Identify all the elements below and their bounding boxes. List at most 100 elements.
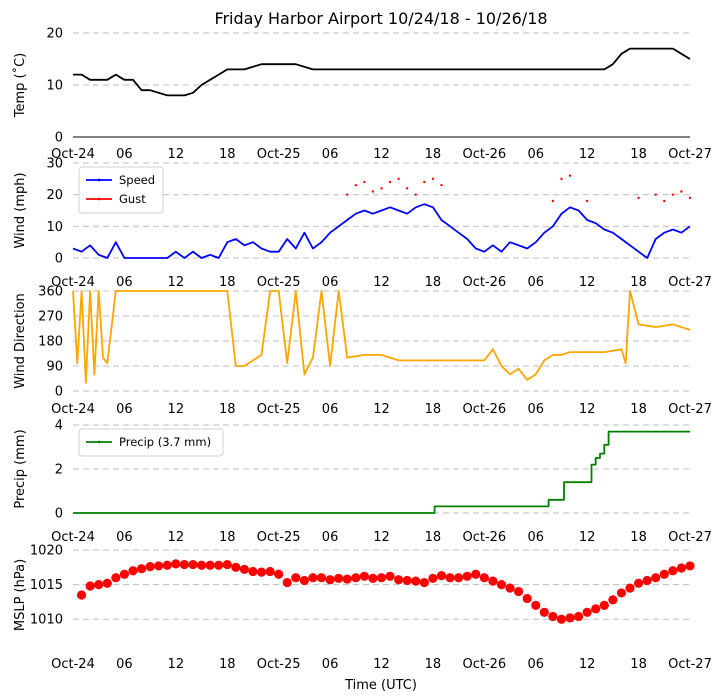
y-tick-label: 0: [55, 131, 63, 146]
x-tick-label: 18: [425, 147, 442, 162]
y-axis-label: Precip (mm): [13, 429, 28, 508]
x-tick-label: 18: [425, 275, 442, 290]
data-point: [685, 561, 695, 571]
gust-point: [371, 190, 375, 193]
data-point: [419, 577, 429, 588]
data-point: [599, 600, 609, 610]
gust-point: [560, 177, 563, 181]
panel-1: 0 10 20 30 Oct-24 06 12 18 Oct-25 06 12 18 Oct-26 06 1…: [13, 157, 712, 291]
gust-point: [440, 183, 443, 187]
data-point: [496, 580, 507, 590]
y-tick-label: 1010: [30, 613, 63, 628]
x-tick-label: 12: [373, 657, 390, 672]
data-point: [205, 560, 215, 570]
x-tick-label: Oct-27: [668, 275, 712, 290]
x-tick-label: Oct-25: [257, 657, 301, 672]
x-tick-label: Oct-26: [462, 147, 506, 162]
x-tick-label: 18: [630, 530, 647, 545]
data-point: [633, 578, 644, 588]
x-tick-label: 06: [527, 402, 544, 417]
y-tick-label: 360: [38, 285, 63, 300]
x-tick-label: 18: [425, 530, 442, 545]
data-point: [128, 566, 138, 576]
data-point: [514, 586, 524, 597]
data-point: [436, 571, 447, 581]
legend-marker: [97, 197, 101, 201]
y-axis-label: Wind Direction: [13, 293, 28, 389]
data-point: [162, 560, 172, 570]
data-point: [565, 613, 575, 623]
data-point: [188, 559, 198, 570]
data-point: [351, 573, 361, 583]
y-axis-label: Wind (mph): [13, 172, 28, 248]
x-tick-label: 06: [527, 530, 544, 545]
data-point: [342, 574, 352, 584]
gust-point: [380, 187, 383, 190]
data-point: [239, 564, 249, 574]
x-tick-label: Oct-24: [51, 530, 95, 545]
x-tick-label: Oct-26: [462, 402, 506, 417]
x-tick-label: Oct-24: [51, 275, 95, 290]
x-tick-label: 18: [219, 275, 236, 290]
x-tick-label: Oct-25: [257, 402, 301, 417]
data-point: [368, 573, 378, 583]
y-tick-label: 90: [46, 360, 63, 375]
y-tick-label: 0: [55, 385, 63, 400]
gust-point: [397, 177, 400, 181]
x-tick-label: 06: [116, 402, 133, 417]
x-tick-label: 12: [579, 147, 596, 162]
x-tick-label: 06: [116, 530, 133, 545]
x-tick-label: 06: [322, 275, 339, 290]
series-line-speed: [72, 203, 691, 259]
gust-point: [680, 190, 683, 193]
x-tick-label: 18: [630, 275, 647, 290]
data-point: [222, 559, 232, 570]
x-tick-label: 06: [322, 402, 339, 417]
y-tick-label: 4: [55, 419, 63, 434]
data-point: [102, 578, 112, 588]
gust-point: [637, 196, 640, 200]
gust-point: [671, 193, 675, 196]
series-line-2: [72, 290, 691, 384]
gust-point: [388, 180, 392, 184]
y-tick-label: 0: [55, 252, 63, 267]
x-tick-label: 12: [579, 402, 596, 417]
data-point: [642, 575, 652, 586]
data-point: [214, 560, 224, 570]
legend-label: Precip (3.7 mm): [119, 435, 211, 449]
data-point: [376, 573, 387, 583]
gust-point: [423, 180, 426, 184]
x-tick-label: Oct-27: [668, 147, 712, 162]
data-point: [445, 573, 455, 583]
x-tick-label: 06: [527, 275, 544, 290]
data-point: [308, 573, 318, 583]
x-tick-label: 12: [579, 657, 596, 672]
data-point: [531, 600, 541, 610]
data-point: [479, 573, 489, 583]
data-point: [394, 575, 404, 585]
gust-point: [414, 193, 417, 196]
x-tick-label: 12: [373, 530, 390, 545]
data-point: [548, 611, 558, 622]
data-point: [282, 577, 292, 588]
x-tick-label: 12: [168, 275, 185, 290]
x-tick-label: Oct-25: [257, 147, 301, 162]
y-tick-label: 0: [55, 507, 63, 522]
gust-point: [406, 187, 409, 190]
data-point: [85, 581, 95, 591]
gust-point: [346, 193, 349, 196]
x-axis-label: Time (UTC): [344, 678, 417, 693]
data-point: [291, 573, 301, 583]
x-tick-label: 06: [527, 657, 544, 672]
data-point: [582, 607, 592, 617]
x-tick-label: 06: [322, 147, 339, 162]
gust-point: [688, 196, 692, 200]
data-point: [94, 580, 104, 590]
x-tick-label: 12: [373, 402, 390, 417]
panel-2: 0 90 180 270 360 Oct-24 06 12 18 Oct-25 06 12 18 Oct-…: [13, 285, 712, 418]
data-point: [659, 569, 669, 579]
x-tick-label: 18: [630, 402, 647, 417]
data-point: [539, 607, 549, 617]
series-line-0: [73, 47, 691, 97]
x-tick-label: 12: [168, 147, 185, 162]
